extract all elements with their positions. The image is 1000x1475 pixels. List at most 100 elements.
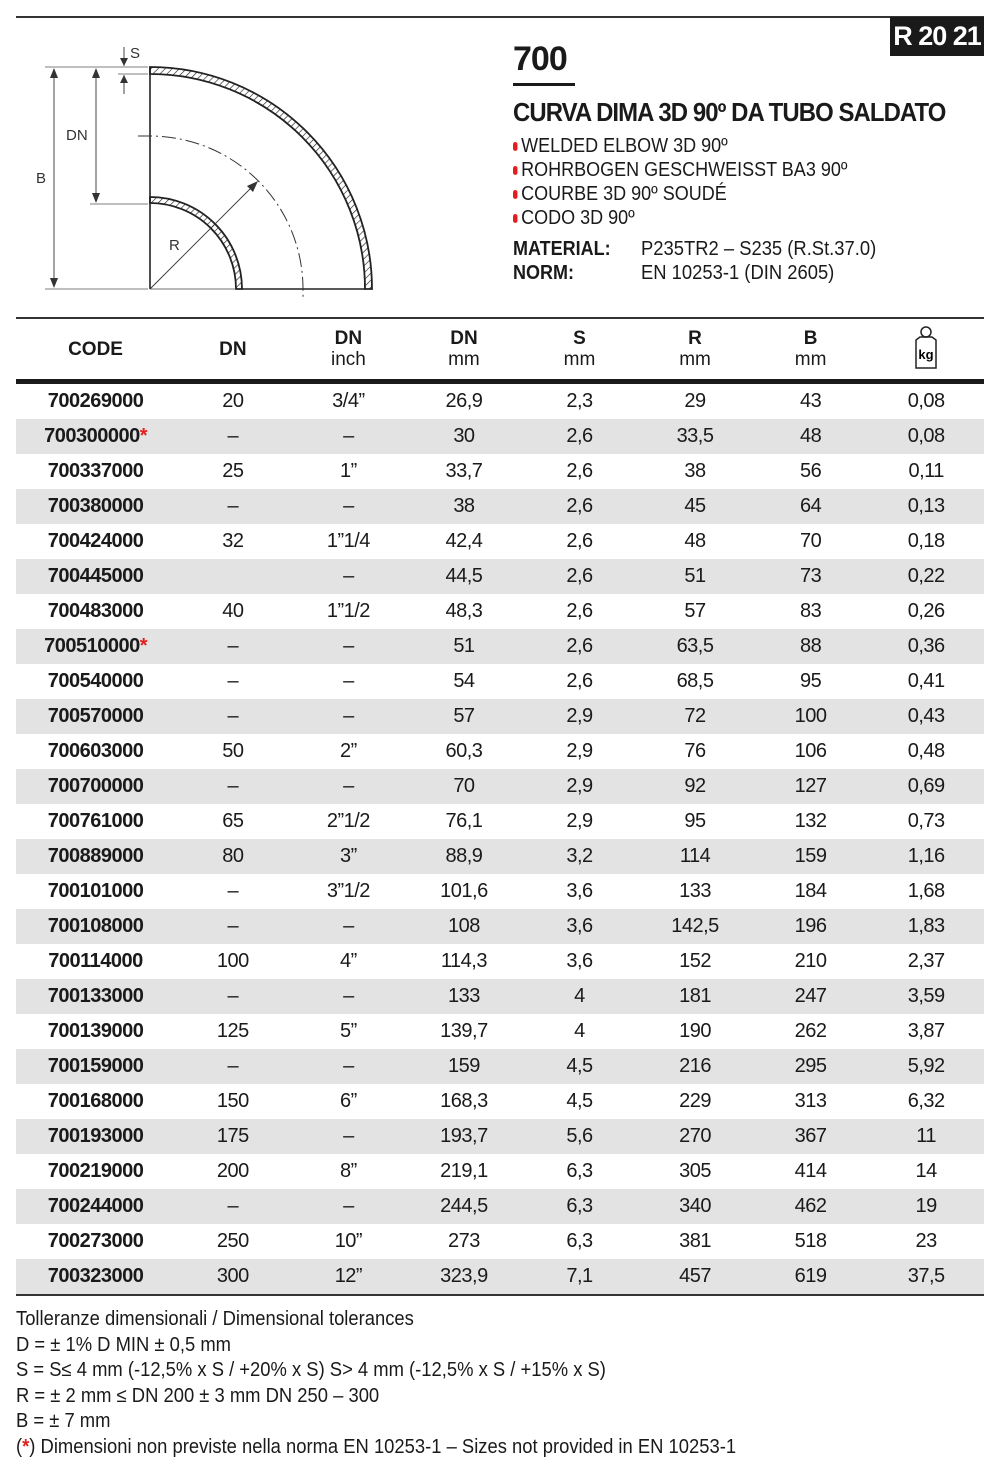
code-cell: 700700000 xyxy=(16,769,176,804)
table-cell: 23 xyxy=(915,1230,938,1252)
table-cell: 462 xyxy=(752,1189,869,1224)
table-cell: 127 xyxy=(752,769,869,804)
table-cell: 33,5 xyxy=(637,419,753,454)
footnote-text: ) Dimensioni non previste nella norma EN… xyxy=(29,1435,737,1458)
code-cell: 700244000 xyxy=(16,1189,176,1224)
table-cell: 210 xyxy=(794,950,827,972)
table-row: 700570000– –57 2,9 72 100 0,43 xyxy=(16,699,984,734)
table-row: 700323000 300 12” 323,9 7,1 457 619 37,5 xyxy=(16,1259,984,1296)
note-line: R = ± 2 mm ≤ DN 200 ± 3 mm DN 250 – 300 xyxy=(16,1384,380,1407)
table-cell: 139,7 xyxy=(440,1020,488,1042)
table-cell: 8” xyxy=(340,1160,357,1182)
table-row: 700761000 65 2”1/2 76,1 2,9 95 132 0,73 xyxy=(16,804,984,839)
table-cell: 0,48 xyxy=(907,740,945,762)
translation-item: WELDED ELBOW 3D 90º xyxy=(513,134,847,158)
table-cell: 4 xyxy=(521,979,638,1014)
table-cell: 10” xyxy=(334,1230,363,1252)
table-cell: 101,6 xyxy=(440,880,488,902)
code-cell: 700108000 xyxy=(16,909,176,944)
table-cell: 0,26 xyxy=(907,600,945,622)
norm-label: NORM: xyxy=(513,262,574,284)
table-cell: 2,6 xyxy=(566,530,593,552)
table-cell: 0,08 xyxy=(907,390,945,412)
table-cell: 6,3 xyxy=(566,1160,593,1182)
table-cell: 219,1 xyxy=(440,1160,488,1182)
table-row: 700219000 200 8” 219,1 6,3 305 414 14 xyxy=(16,1154,984,1189)
table-cell: 518 xyxy=(794,1230,827,1252)
translation-item: ROHRBOGEN GESCHWEISST BA3 90º xyxy=(513,158,847,182)
table-cell: 2,6 xyxy=(521,419,638,454)
table-row: 700510000* – –51 2,6 63,5 88 0,36 xyxy=(16,629,984,664)
table-cell: 29 xyxy=(684,390,706,412)
note-line: D = ± 1% D MIN ± 0,5 mm xyxy=(16,1333,231,1356)
table-cell: 2,9 xyxy=(566,740,593,762)
table-cell: 300 xyxy=(175,1259,291,1296)
table-cell: 57 xyxy=(406,699,522,734)
table-cell: 619 xyxy=(752,1259,869,1296)
label-b: B xyxy=(36,170,46,187)
table-cell: 6,3 xyxy=(521,1189,638,1224)
table-cell: 295 xyxy=(752,1049,869,1084)
table-cell: 7,1 xyxy=(521,1259,638,1296)
table-cell: – xyxy=(227,670,239,692)
table-cell: – xyxy=(290,489,407,524)
translation-item: COURBE 3D 90º SOUDÉ xyxy=(513,182,847,206)
table-cell: 381 xyxy=(679,1230,711,1252)
table-row: 700273000 250 10” 273 6,3 381 518 23 xyxy=(16,1224,984,1259)
table-cell: – xyxy=(175,769,291,804)
table-cell: 3/4” xyxy=(332,390,365,412)
weight-kg-icon: kg xyxy=(915,325,937,369)
table-cell: 6,32 xyxy=(907,1090,945,1112)
table-cell: 3,6 xyxy=(521,909,638,944)
bullet-icon xyxy=(513,213,518,223)
table-cell: 60,3 xyxy=(445,740,483,762)
table-cell: 0,11 xyxy=(908,460,944,482)
table-cell: 44,5 xyxy=(406,559,522,594)
table-cell: 54 xyxy=(453,670,475,692)
code-cell: 700300000* xyxy=(16,419,176,454)
table-cell: 72 xyxy=(637,699,753,734)
column-header: kg xyxy=(868,318,984,384)
code-cell: 700445000 xyxy=(16,559,176,594)
table-cell: 2,6 xyxy=(521,559,638,594)
table-cell: 6” xyxy=(340,1090,357,1112)
table-cell: 30 xyxy=(406,419,522,454)
product-code: 700 xyxy=(513,40,568,78)
table-cell: 3” xyxy=(290,839,407,874)
product-code-underline xyxy=(513,83,575,86)
table-cell: 48,3 xyxy=(445,600,483,622)
table-cell: 50 xyxy=(222,740,244,762)
bullet-icon xyxy=(513,189,518,199)
code-cell: 700159000 xyxy=(16,1049,176,1084)
header-main: CODE xyxy=(68,338,123,360)
table-row: 700114000 100 4” 114,3 3,6 152 210 2,37 xyxy=(16,944,984,979)
table-cell: – xyxy=(290,769,407,804)
translation-text: COURBE 3D 90º SOUDÉ xyxy=(521,183,727,205)
table-cell: 32 xyxy=(222,530,244,552)
table-cell: – xyxy=(175,489,291,524)
table-cell: 48 xyxy=(752,419,869,454)
header-main: S xyxy=(573,328,586,349)
header-main: R xyxy=(688,328,702,349)
table-cell: – xyxy=(343,670,354,692)
table-cell: 3,59 xyxy=(868,979,984,1014)
table-cell: 193,7 xyxy=(406,1119,522,1154)
table-cell xyxy=(175,559,291,594)
code-cell: 700269000 xyxy=(47,390,144,412)
table-cell: 262 xyxy=(794,1020,827,1042)
table-cell: 2,9 xyxy=(521,769,638,804)
table-row: 700133000– –133 4 181 247 3,59 xyxy=(16,979,984,1014)
inner-wall xyxy=(149,196,243,290)
table-cell: 4,5 xyxy=(566,1090,593,1112)
table-cell: – xyxy=(175,629,291,664)
table-cell: 340 xyxy=(637,1189,753,1224)
table-cell: 38 xyxy=(684,460,706,482)
table-cell: 270 xyxy=(637,1119,753,1154)
table-cell: 1”1/4 xyxy=(326,530,371,552)
table-cell: 95 xyxy=(684,810,706,832)
table-cell: 100 xyxy=(752,699,869,734)
specs: MATERIAL: P235TR2 – S235 (R.St.37.0) NORM… xyxy=(513,237,897,285)
table-cell: 68,5 xyxy=(676,670,714,692)
